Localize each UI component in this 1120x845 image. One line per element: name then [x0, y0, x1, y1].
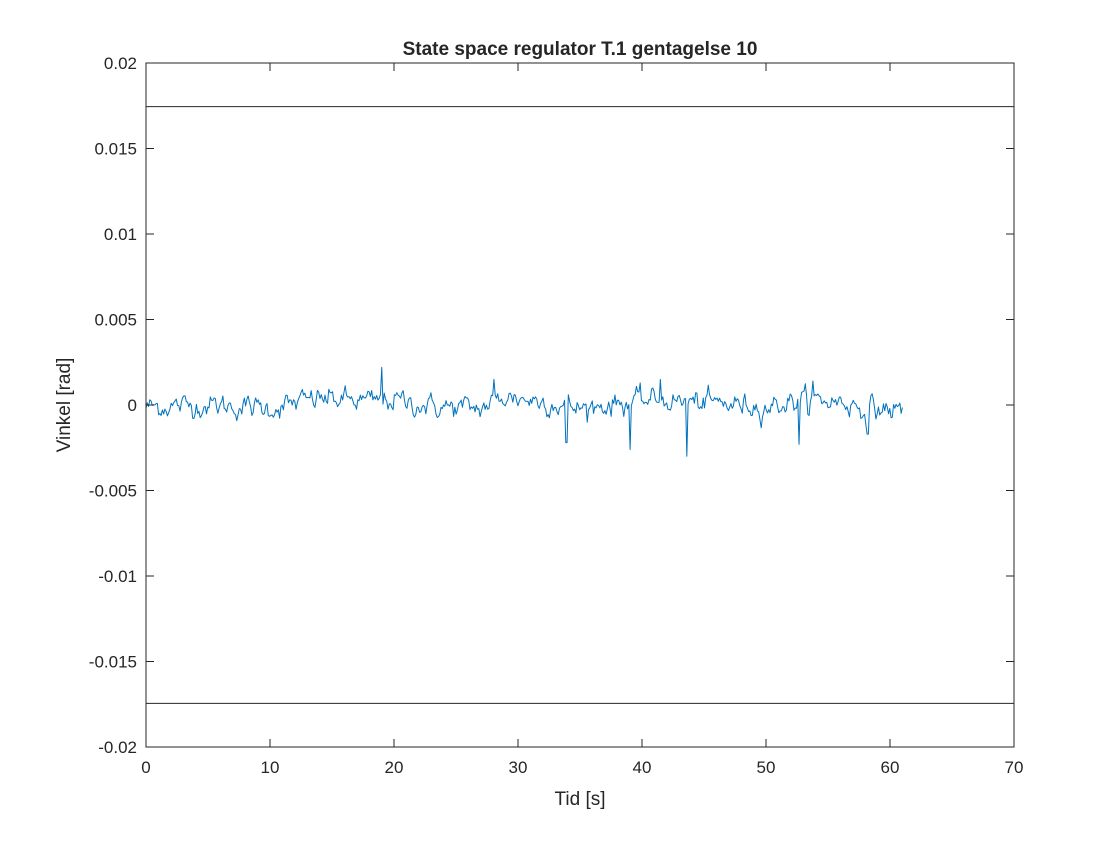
y-tick-label: -0.005 — [89, 482, 137, 501]
x-tick-label: 50 — [757, 758, 776, 777]
x-tick-label: 30 — [509, 758, 528, 777]
y-tick-label: 0.015 — [94, 140, 137, 159]
x-tick-label: 60 — [881, 758, 900, 777]
y-tick-label: -0.02 — [98, 738, 137, 757]
x-tick-label: 10 — [261, 758, 280, 777]
y-tick-label: -0.01 — [98, 567, 137, 586]
series-line-vinkel — [145, 366, 903, 457]
x-tick-label: 20 — [385, 758, 404, 777]
x-axis-label: Tid [s] — [554, 789, 605, 810]
x-tick-label: 70 — [1005, 758, 1024, 777]
tick-layer: 0 10 20 30 40 50 60 70 0.02 0.015 0.01 0.005 0 -0.005… — [89, 54, 1024, 777]
y-tick-label: 0 — [128, 396, 137, 415]
y-tick-label: -0.015 — [89, 653, 137, 672]
reference-line-layer — [146, 106, 1014, 704]
y-tick-label: 0.005 — [94, 311, 137, 330]
chart-title: State space regulator T.1 gentagelse 10 — [403, 39, 758, 60]
x-tick-label: 0 — [141, 758, 150, 777]
y-tick-label: 0.01 — [104, 225, 137, 244]
series-layer — [145, 366, 903, 457]
x-tick-label: 40 — [633, 758, 652, 777]
y-axis-label: Vinkel [rad] — [54, 358, 75, 453]
y-tick-label: 0.02 — [104, 54, 137, 73]
